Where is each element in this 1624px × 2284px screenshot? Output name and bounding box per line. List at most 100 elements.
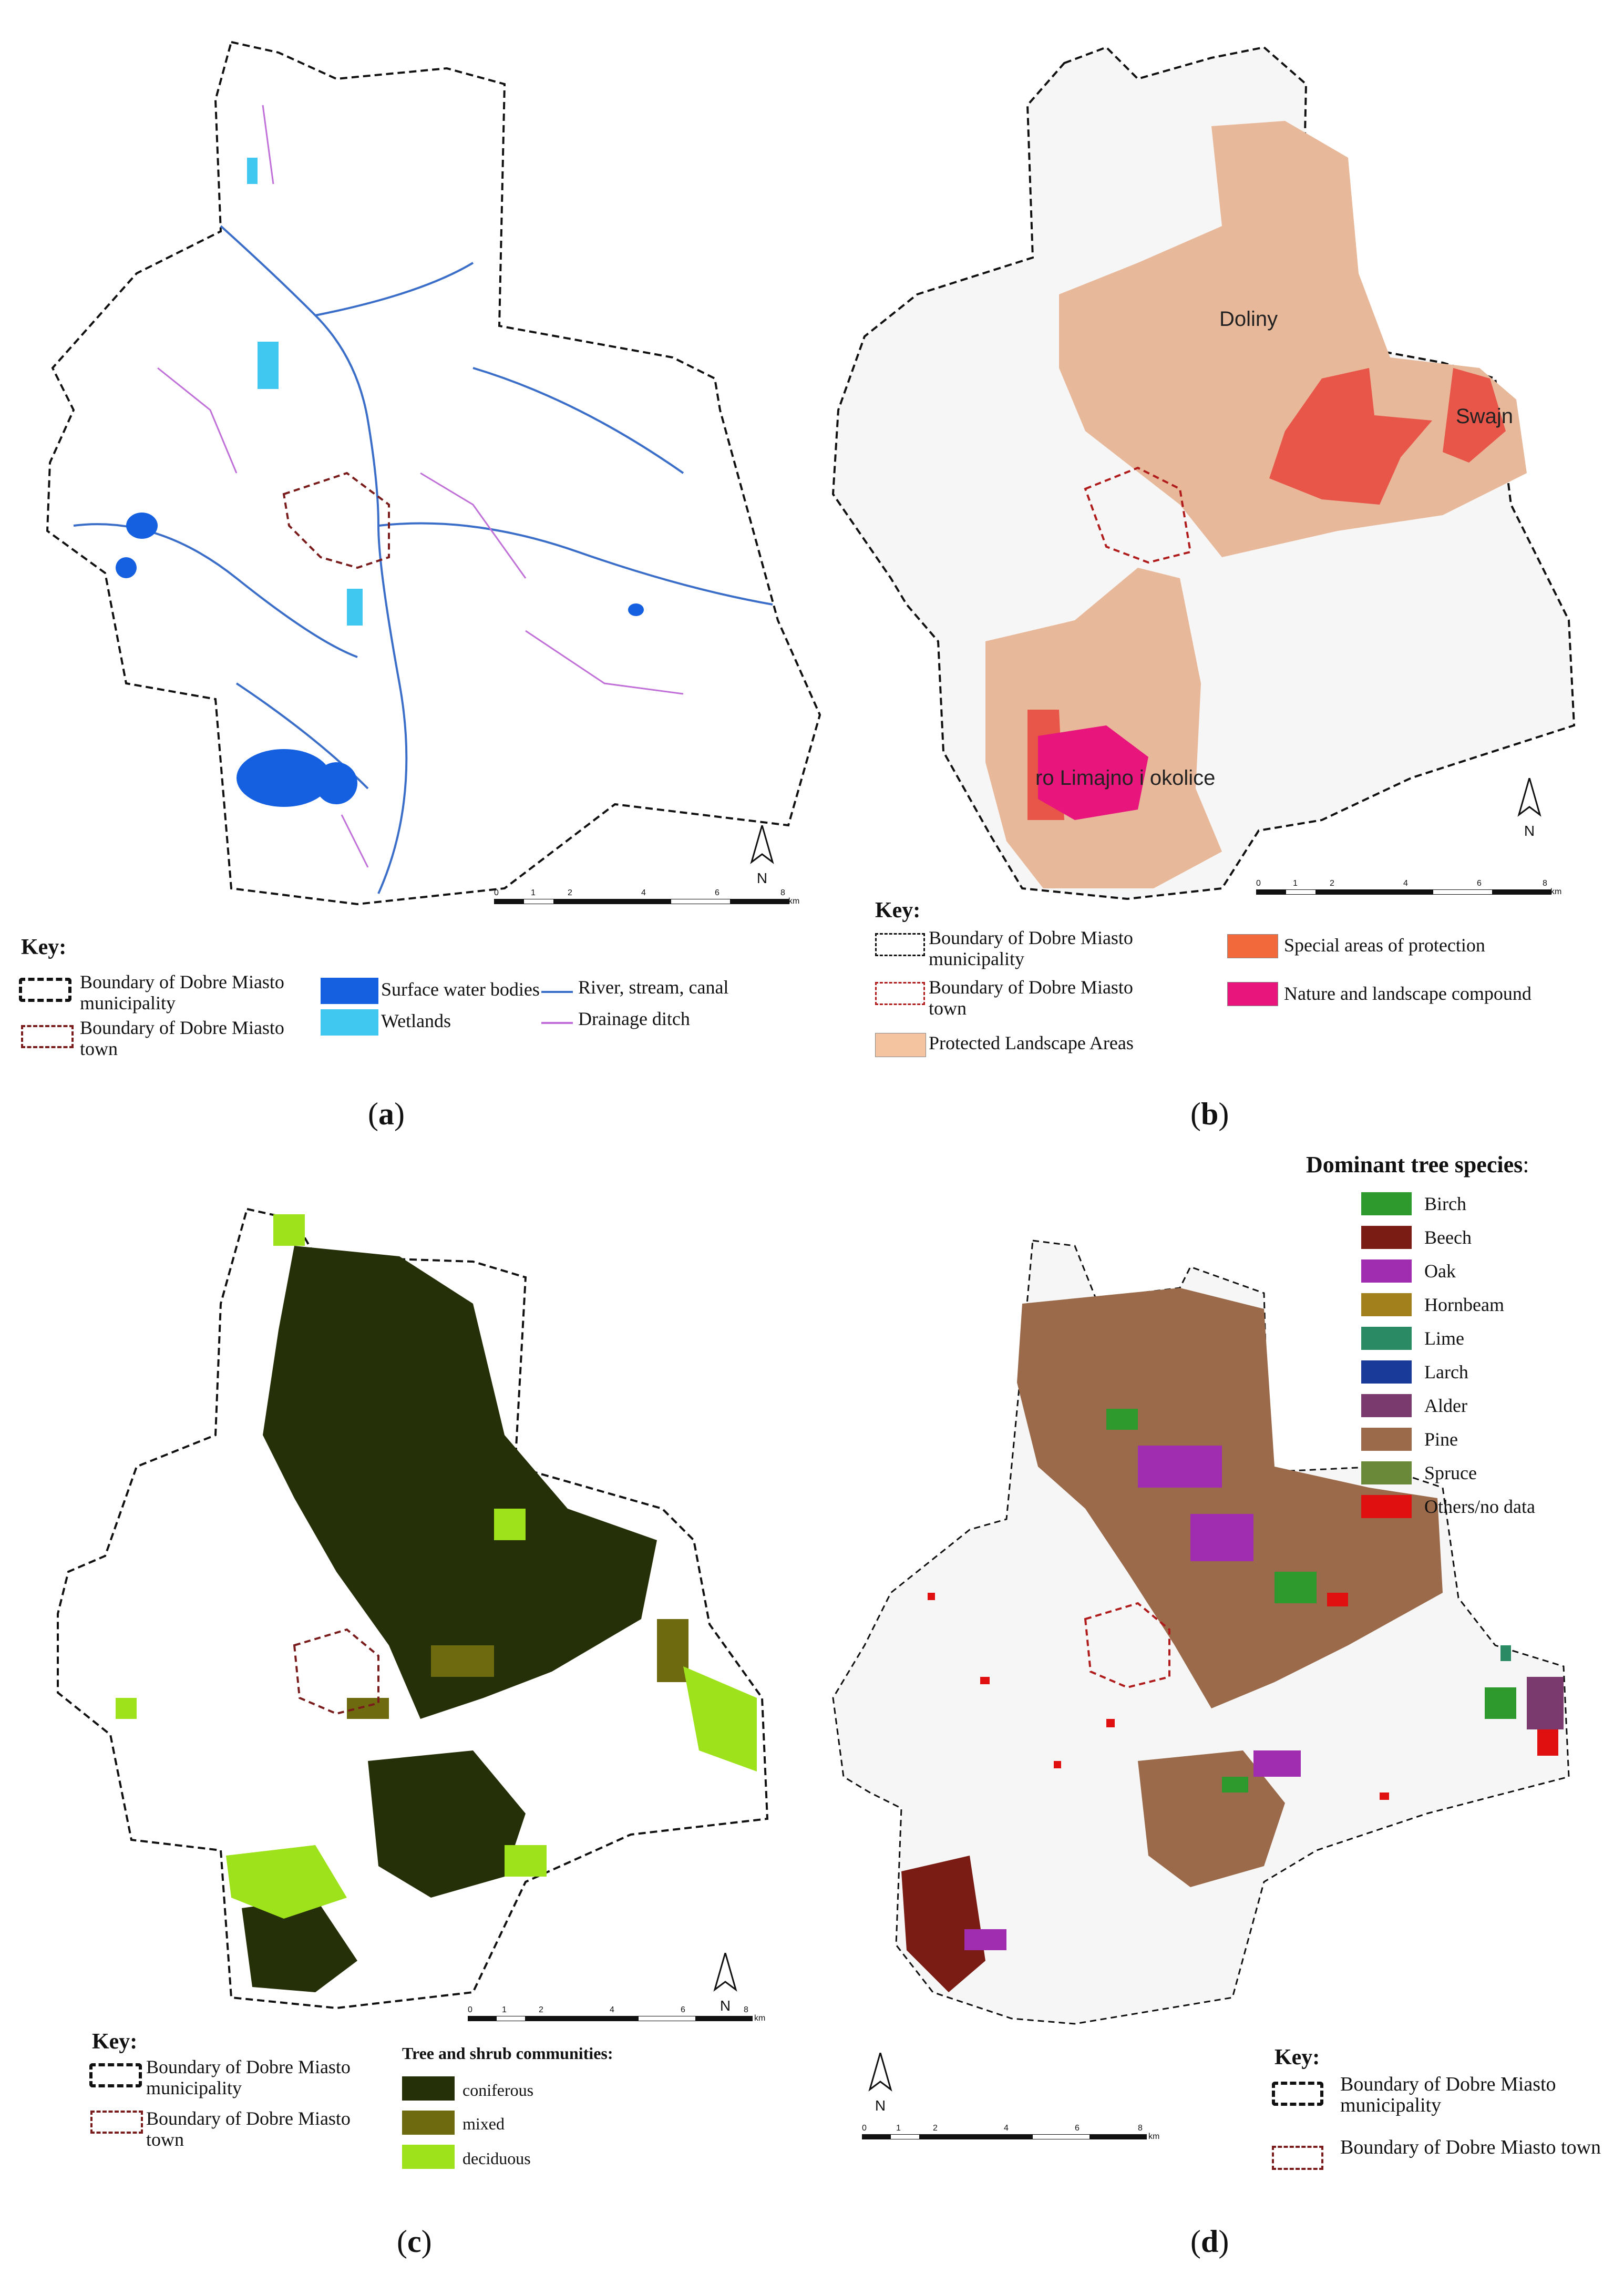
legend-swatch-town-c bbox=[90, 2111, 143, 2134]
legend-label-town-d: Boundary of Dobre Miasto town bbox=[1340, 2136, 1601, 2158]
legend-swatch-town-d bbox=[1272, 2146, 1323, 2170]
scale-tick-1: 1 bbox=[896, 2124, 901, 2133]
special-area-2 bbox=[1443, 368, 1506, 463]
scale-tick-0: 0 bbox=[468, 2005, 472, 2014]
map-label-swajn: Swajn bbox=[1456, 405, 1513, 428]
legend-label-mixed: mixed bbox=[462, 2114, 505, 2133]
species-swatch-beech bbox=[1361, 1226, 1412, 1249]
legend-swatch-muni-b bbox=[875, 933, 925, 956]
species-label-birch: Birch bbox=[1424, 1193, 1466, 1214]
species-label-oak: Oak bbox=[1424, 1261, 1456, 1282]
map-b-protected-areas bbox=[831, 46, 1576, 900]
key-title-d: Key: bbox=[1274, 2045, 1320, 2070]
north-arrow-icon bbox=[1517, 775, 1541, 817]
scale-tick-2: 2 bbox=[933, 2124, 938, 2133]
coniferous-south bbox=[368, 1750, 526, 1898]
species-legend-title: Dominant tree species: bbox=[1306, 1152, 1529, 1177]
legend-label-town-a: Boundary of Dobre Miasto town bbox=[80, 1017, 284, 1059]
key-title-a: Key: bbox=[21, 935, 67, 959]
nature-compound bbox=[1038, 725, 1148, 820]
legend-swatch-wetlands bbox=[321, 1009, 378, 1036]
species-swatch-lime bbox=[1361, 1327, 1412, 1350]
species-legend: Birch Beech Oak Hornbeam Lime Larch Alde… bbox=[1361, 1189, 1582, 1525]
legend-swatch-mixed bbox=[402, 2111, 455, 2135]
species-item: Larch bbox=[1361, 1357, 1582, 1391]
species-item: Lime bbox=[1361, 1324, 1582, 1357]
scale-unit: km bbox=[1148, 2132, 1160, 2141]
north-label-d: N bbox=[875, 2097, 886, 2114]
species-label-larch: Larch bbox=[1424, 1361, 1468, 1382]
scale-tick-2: 2 bbox=[539, 2005, 543, 2014]
legend-label-surface-water: Surface water bodies bbox=[381, 979, 540, 1000]
scale-tick-2: 2 bbox=[568, 888, 572, 897]
legend-label-special: Special areas of protection bbox=[1284, 935, 1485, 956]
map-d-tree-species bbox=[832, 1240, 1570, 2025]
scale-bar-b: 0 1 2 4 6 8 km bbox=[1256, 879, 1571, 900]
legend-label-muni-d: Boundary of Dobre Miasto municipality bbox=[1340, 2073, 1556, 2116]
species-item: Others/no data bbox=[1361, 1492, 1582, 1525]
species-label-spruce: Spruce bbox=[1424, 1462, 1477, 1483]
north-label-b: N bbox=[1524, 823, 1535, 839]
caption-d: (d) bbox=[1190, 2224, 1229, 2259]
key-title-b: Key: bbox=[875, 898, 921, 923]
scale-tick-2: 2 bbox=[1330, 879, 1334, 888]
map-label-limajno: ro Limajno i okolice bbox=[1035, 766, 1216, 790]
scale-tick-4: 4 bbox=[1403, 879, 1408, 888]
species-item: Beech bbox=[1361, 1223, 1582, 1256]
species-label-alder: Alder bbox=[1424, 1395, 1467, 1416]
legend-label-protected: Protected Landscape Areas bbox=[929, 1032, 1134, 1053]
legend-label-muni-a: Boundary of Dobre Miasto municipality bbox=[80, 971, 284, 1013]
caption-c: (c) bbox=[397, 2224, 432, 2259]
north-arrow-icon bbox=[713, 1950, 737, 1992]
legend-label-nature: Nature and landscape compound bbox=[1284, 983, 1532, 1004]
legend-swatch-drainage bbox=[541, 1022, 573, 1024]
legend-swatch-special bbox=[1227, 934, 1278, 958]
legend-label-muni-b: Boundary of Dobre Miasto municipality bbox=[929, 927, 1133, 969]
scale-tick-0: 0 bbox=[494, 888, 499, 897]
north-arrow-d: N bbox=[865, 2050, 896, 2116]
species-swatch-oak bbox=[1361, 1259, 1412, 1283]
legend-swatch-protected bbox=[875, 1033, 926, 1057]
legend-swatch-nature bbox=[1227, 982, 1278, 1006]
species-label-beech: Beech bbox=[1424, 1227, 1472, 1248]
legend-title-communities: Tree and shrub communities: bbox=[402, 2044, 613, 2063]
species-item: Spruce bbox=[1361, 1458, 1582, 1492]
map-c-town-boundary bbox=[293, 1628, 379, 1715]
map-a-town-boundary bbox=[282, 472, 390, 569]
scale-tick-8: 8 bbox=[1138, 2124, 1143, 2133]
legend-swatch-muni-c bbox=[89, 2063, 142, 2087]
species-label-hornbeam: Hornbeam bbox=[1424, 1294, 1504, 1315]
north-arrow-icon bbox=[868, 2050, 892, 2092]
scale-tick-6: 6 bbox=[1477, 879, 1482, 888]
north-label-a: N bbox=[756, 870, 768, 886]
scale-unit: km bbox=[1550, 887, 1562, 896]
legend-swatch-river bbox=[541, 991, 573, 993]
legend-swatch-town-a bbox=[21, 1025, 74, 1048]
scale-tick-6: 6 bbox=[715, 888, 720, 897]
map-label-doliny: Doliny bbox=[1219, 308, 1278, 331]
scale-unit: km bbox=[754, 2014, 766, 2023]
species-swatch-pine bbox=[1361, 1428, 1412, 1451]
scale-tick-4: 4 bbox=[610, 2005, 614, 2014]
map-a-hydrology bbox=[46, 40, 821, 906]
species-swatch-larch bbox=[1361, 1360, 1412, 1384]
scale-bar-c: 0 1 2 4 6 8 km bbox=[468, 2005, 773, 2026]
map-b-town-boundary bbox=[1084, 466, 1192, 564]
coniferous-main bbox=[263, 1246, 657, 1719]
north-arrow-icon bbox=[750, 822, 774, 864]
north-arrow-a: N bbox=[746, 822, 778, 888]
legend-label-town-b: Boundary of Dobre Miasto town bbox=[929, 977, 1133, 1019]
scale-tick-6: 6 bbox=[1075, 2124, 1080, 2133]
coniferous-sw bbox=[242, 1898, 357, 1992]
scale-tick-1: 1 bbox=[531, 888, 536, 897]
species-item: Birch bbox=[1361, 1189, 1582, 1223]
scale-tick-1: 1 bbox=[1293, 879, 1298, 888]
species-swatch-others bbox=[1361, 1495, 1412, 1518]
legend-swatch-muni-d bbox=[1272, 2082, 1323, 2106]
scale-bar-d: 0 1 2 4 6 8 km bbox=[862, 2124, 1167, 2145]
legend-label-muni-c: Boundary of Dobre Miasto municipality bbox=[146, 2056, 351, 2098]
map-d-town-boundary bbox=[1084, 1602, 1170, 1689]
legend-label-river: River, stream, canal bbox=[578, 977, 729, 998]
caption-a: (a) bbox=[368, 1097, 405, 1131]
legend-label-drainage: Drainage ditch bbox=[578, 1008, 690, 1029]
